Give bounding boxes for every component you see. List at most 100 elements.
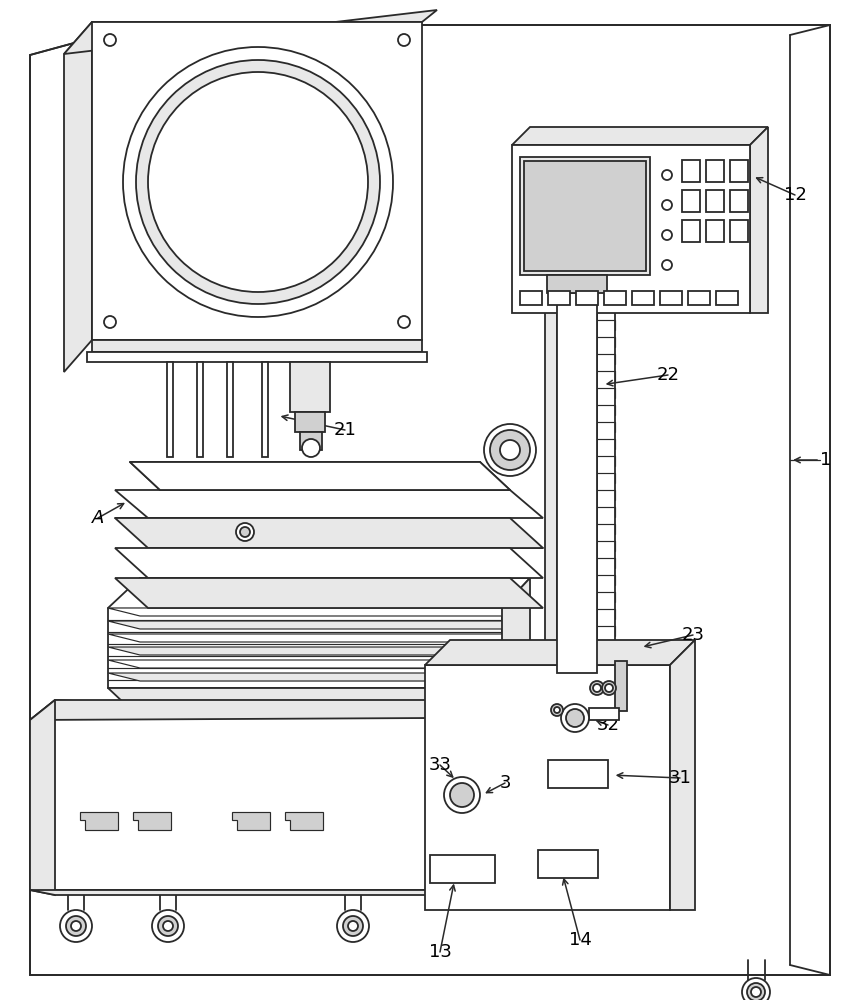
Circle shape [343, 916, 363, 936]
Polygon shape [64, 10, 437, 54]
Bar [576, 291, 598, 305]
Polygon shape [30, 700, 430, 890]
Polygon shape [545, 281, 557, 673]
Circle shape [484, 424, 536, 476]
Polygon shape [232, 812, 270, 830]
Bar [520, 157, 650, 275]
Circle shape [302, 439, 320, 457]
Bar [520, 291, 542, 305]
Circle shape [71, 921, 81, 931]
Circle shape [551, 704, 563, 716]
Circle shape [123, 47, 393, 317]
Bar [547, 275, 607, 293]
Circle shape [104, 34, 116, 46]
Polygon shape [502, 578, 530, 718]
Circle shape [662, 200, 672, 210]
Circle shape [348, 921, 358, 931]
Bar [548, 291, 570, 305]
Polygon shape [285, 812, 323, 830]
Bar [430, 855, 495, 883]
Text: 23: 23 [681, 626, 704, 644]
Polygon shape [133, 812, 171, 830]
Circle shape [500, 440, 520, 460]
Polygon shape [108, 660, 530, 668]
Polygon shape [750, 127, 768, 313]
Polygon shape [108, 608, 530, 616]
Bar [706, 220, 724, 242]
Polygon shape [108, 673, 530, 681]
Bar [730, 220, 748, 242]
Circle shape [566, 709, 584, 727]
Bar [557, 293, 597, 673]
Bar [425, 665, 670, 910]
Bar [92, 340, 422, 352]
Circle shape [136, 60, 380, 304]
Bar [716, 291, 738, 305]
Text: 12: 12 [783, 186, 806, 204]
Bar [524, 161, 646, 271]
Bar [512, 145, 750, 313]
Text: 32: 32 [597, 716, 620, 734]
Polygon shape [108, 634, 530, 642]
Circle shape [398, 316, 410, 328]
Circle shape [561, 704, 589, 732]
Bar [300, 432, 322, 450]
Text: 14: 14 [568, 931, 591, 949]
Circle shape [662, 170, 672, 180]
Bar [660, 291, 682, 305]
Circle shape [662, 260, 672, 270]
Bar [589, 708, 619, 720]
Text: 13: 13 [429, 943, 451, 961]
Bar [682, 220, 700, 242]
Bar [682, 190, 700, 212]
Bar [227, 362, 233, 457]
Bar [688, 291, 710, 305]
Circle shape [104, 316, 116, 328]
Polygon shape [30, 25, 830, 975]
Bar [295, 412, 325, 432]
Text: 33: 33 [429, 756, 451, 774]
Circle shape [751, 987, 761, 997]
Text: 3: 3 [499, 774, 511, 792]
Polygon shape [108, 688, 530, 718]
Circle shape [236, 523, 254, 541]
Polygon shape [30, 890, 455, 895]
Polygon shape [87, 352, 427, 362]
Polygon shape [547, 275, 750, 285]
Bar [548, 760, 608, 788]
Circle shape [240, 527, 250, 537]
Circle shape [605, 684, 613, 692]
Circle shape [152, 910, 184, 942]
Circle shape [450, 783, 474, 807]
Polygon shape [64, 22, 92, 372]
Polygon shape [670, 640, 695, 910]
Bar [682, 160, 700, 182]
Text: 11: 11 [107, 309, 129, 327]
Polygon shape [80, 812, 118, 830]
Polygon shape [108, 621, 530, 629]
Text: A: A [92, 509, 104, 527]
Circle shape [554, 707, 560, 713]
Polygon shape [115, 490, 543, 518]
Polygon shape [512, 127, 768, 145]
Polygon shape [545, 281, 597, 293]
Circle shape [590, 681, 604, 695]
Polygon shape [425, 640, 695, 665]
Circle shape [742, 978, 770, 1000]
Circle shape [490, 430, 530, 470]
Circle shape [593, 684, 601, 692]
Polygon shape [115, 578, 543, 608]
Polygon shape [108, 647, 530, 655]
Polygon shape [130, 462, 510, 490]
Circle shape [148, 72, 368, 292]
Circle shape [444, 777, 480, 813]
Polygon shape [115, 548, 543, 578]
Text: 22: 22 [657, 366, 680, 384]
Circle shape [60, 910, 92, 942]
Bar [706, 160, 724, 182]
Circle shape [747, 983, 765, 1000]
Bar [262, 362, 268, 457]
Polygon shape [30, 700, 455, 720]
Circle shape [337, 910, 369, 942]
Polygon shape [30, 700, 55, 895]
